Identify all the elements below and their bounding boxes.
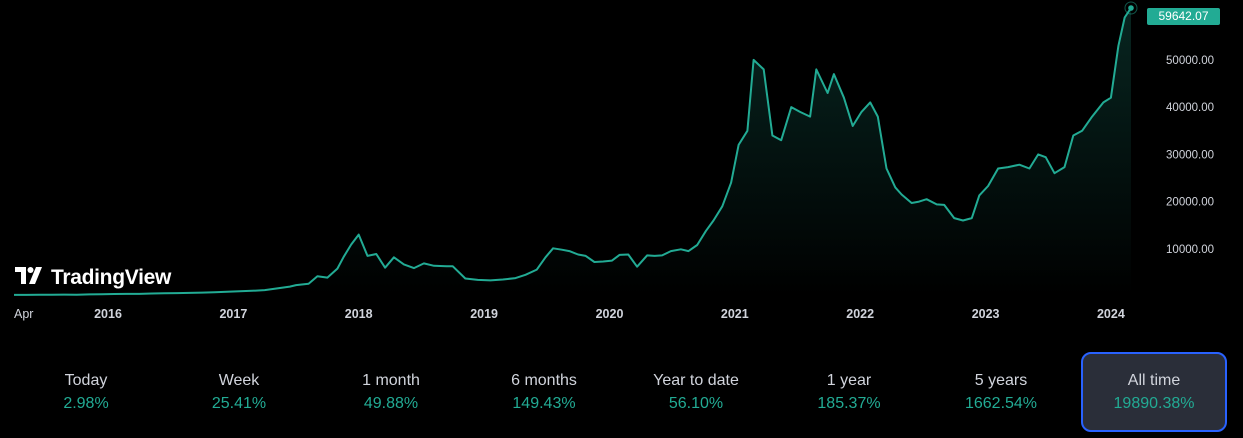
period-all-time[interactable]: All time 19890.38% bbox=[1081, 352, 1227, 432]
x-tick-label: 2021 bbox=[721, 307, 749, 321]
period-change-value: 149.43% bbox=[512, 395, 576, 412]
period-change-value: 19890.38% bbox=[1113, 395, 1195, 412]
period-change-value: 25.41% bbox=[211, 395, 267, 412]
period-change-value: 2.98% bbox=[63, 395, 109, 412]
performance-periods: Today 2.98% Week 25.41% 1 month 49.88% 6 month… bbox=[0, 352, 1243, 432]
y-tick-label: 30000.00 bbox=[1166, 149, 1214, 161]
period-change-value: 56.10% bbox=[668, 395, 724, 412]
x-tick-label: 2018 bbox=[345, 307, 373, 321]
period-label: All time bbox=[1127, 372, 1181, 389]
period-today[interactable]: Today 2.98% bbox=[13, 352, 159, 432]
tradingview-logo[interactable]: TradingView bbox=[15, 266, 171, 290]
period-6-months[interactable]: 6 months 149.43% bbox=[471, 352, 617, 432]
period-label: 1 month bbox=[362, 372, 420, 389]
price-area-fill bbox=[14, 8, 1131, 296]
tradingview-wordmark: TradingView bbox=[51, 266, 172, 289]
last-point-marker bbox=[1128, 5, 1134, 11]
period-change-value: 185.37% bbox=[817, 395, 881, 412]
tradingview-logo-icon bbox=[15, 267, 45, 289]
period-1-year[interactable]: 1 year 185.37% bbox=[776, 352, 922, 432]
x-tick-label: 2017 bbox=[219, 307, 247, 321]
period-year-to-date[interactable]: Year to date 56.10% bbox=[623, 352, 769, 432]
x-tick-label: 2016 bbox=[94, 307, 122, 321]
period-change-value: 1662.54% bbox=[964, 395, 1038, 412]
y-tick-label: 20000.00 bbox=[1166, 197, 1214, 209]
x-tick-label: 2024 bbox=[1097, 307, 1125, 321]
price-line bbox=[14, 7, 1132, 296]
x-tick-label: 2023 bbox=[972, 307, 1000, 321]
period-week[interactable]: Week 25.41% bbox=[166, 352, 312, 432]
x-tick-label: 2020 bbox=[596, 307, 624, 321]
period-label: 6 months bbox=[511, 372, 577, 389]
x-tick-label: 2019 bbox=[470, 307, 498, 321]
period-label: 1 year bbox=[826, 372, 872, 389]
period-5-years[interactable]: 5 years 1662.54% bbox=[928, 352, 1074, 432]
x-tick-label: 2022 bbox=[846, 307, 874, 321]
last-price-badge: 59642.07 bbox=[1147, 8, 1220, 25]
period-label: Week bbox=[218, 372, 260, 389]
period-label: Today bbox=[64, 372, 108, 389]
period-label: Year to date bbox=[653, 372, 739, 389]
price-chart[interactable]: 10000.00 20000.00 30000.00 40000.00 50000.00… bbox=[0, 0, 1243, 330]
y-tick-label: 10000.00 bbox=[1166, 244, 1214, 256]
period-change-value: 49.88% bbox=[363, 395, 419, 412]
y-tick-label: 40000.00 bbox=[1166, 102, 1214, 114]
x-tick-label: Apr bbox=[14, 307, 33, 321]
y-tick-label: 50000.00 bbox=[1166, 55, 1214, 67]
period-1-month[interactable]: 1 month 49.88% bbox=[318, 352, 464, 432]
chart-canvas[interactable]: 10000.00 20000.00 30000.00 40000.00 50000.00… bbox=[0, 0, 1243, 330]
last-point-ring bbox=[1124, 1, 1138, 15]
period-label: 5 years bbox=[974, 372, 1028, 389]
